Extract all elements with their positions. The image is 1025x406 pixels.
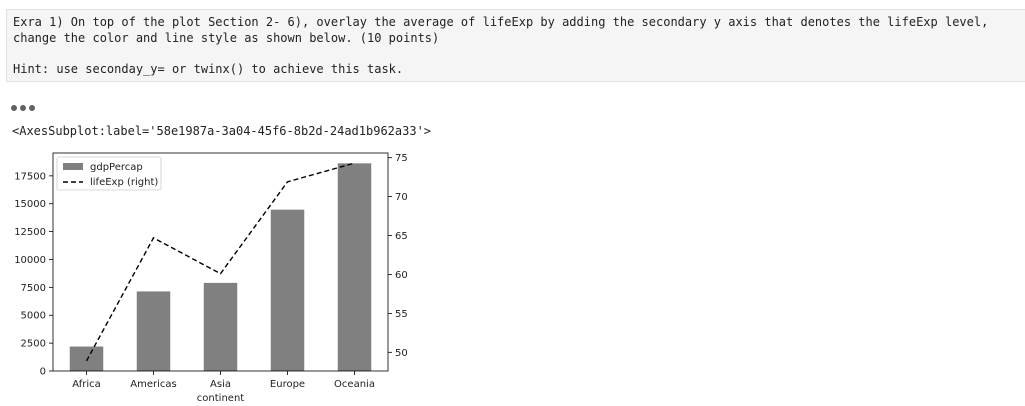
markdown-line-1: Exra 1) On top of the plot Section 2- 6)… <box>13 15 989 29</box>
legend-label-lifeexp: lifeExp (right) <box>90 177 158 188</box>
bar-africa <box>69 346 104 371</box>
output-collapse-ellipsis-icon[interactable] <box>11 96 39 111</box>
right-y-tick-label: 50 <box>395 348 408 359</box>
output-text: <AxesSubplot:label='58e1987a-3a04-45f6-8… <box>12 124 432 138</box>
left-y-tick-label: 17500 <box>14 171 46 182</box>
bar-europe <box>270 209 305 371</box>
right-y-tick-label: 55 <box>395 309 408 320</box>
left-y-tick-label: 12500 <box>14 227 46 238</box>
x-tick-label-europe: Europe <box>270 379 305 390</box>
x-tick-label-africa: Africa <box>72 379 101 390</box>
left-y-tick-label: 2500 <box>21 339 46 350</box>
markdown-line-3 <box>13 46 1025 62</box>
x-tick-label-asia: Asia <box>210 379 231 390</box>
x-axis-label: continent <box>197 393 244 404</box>
legend-label-gdppercap: gdpPercap <box>90 162 143 173</box>
bar-asia <box>203 282 238 371</box>
markdown-cell[interactable]: Exra 1) On top of the plot Section 2- 6)… <box>6 9 1025 82</box>
lifeexp-line <box>85 162 355 362</box>
x-tick-label-oceania: Oceania <box>334 379 375 390</box>
right-y-tick-label: 65 <box>395 231 408 242</box>
left-y-tick-label: 10000 <box>14 255 46 266</box>
left-y-tick-label: 5000 <box>21 311 46 322</box>
legend-swatch-gdppercap <box>63 163 83 170</box>
x-tick-label-americas: Americas <box>130 379 176 390</box>
bar-americas <box>136 291 171 371</box>
bar-oceania <box>337 163 372 371</box>
left-y-tick-label: 15000 <box>14 199 46 210</box>
right-y-tick-label: 60 <box>395 270 408 281</box>
output-chart: 0 2500 5000 7500 10000 12500 15000 17500 50 55 60 6… <box>14 152 408 404</box>
right-y-tick-label: 70 <box>395 192 408 203</box>
right-y-tick-label: 75 <box>395 153 408 164</box>
markdown-line-4: Hint: use seconday_y= or twinx() to achi… <box>13 61 404 76</box>
left-y-tick-label: 7500 <box>21 283 46 294</box>
markdown-line-2: change the color and line style as shown… <box>13 30 440 45</box>
left-y-tick-label: 0 <box>40 367 46 378</box>
